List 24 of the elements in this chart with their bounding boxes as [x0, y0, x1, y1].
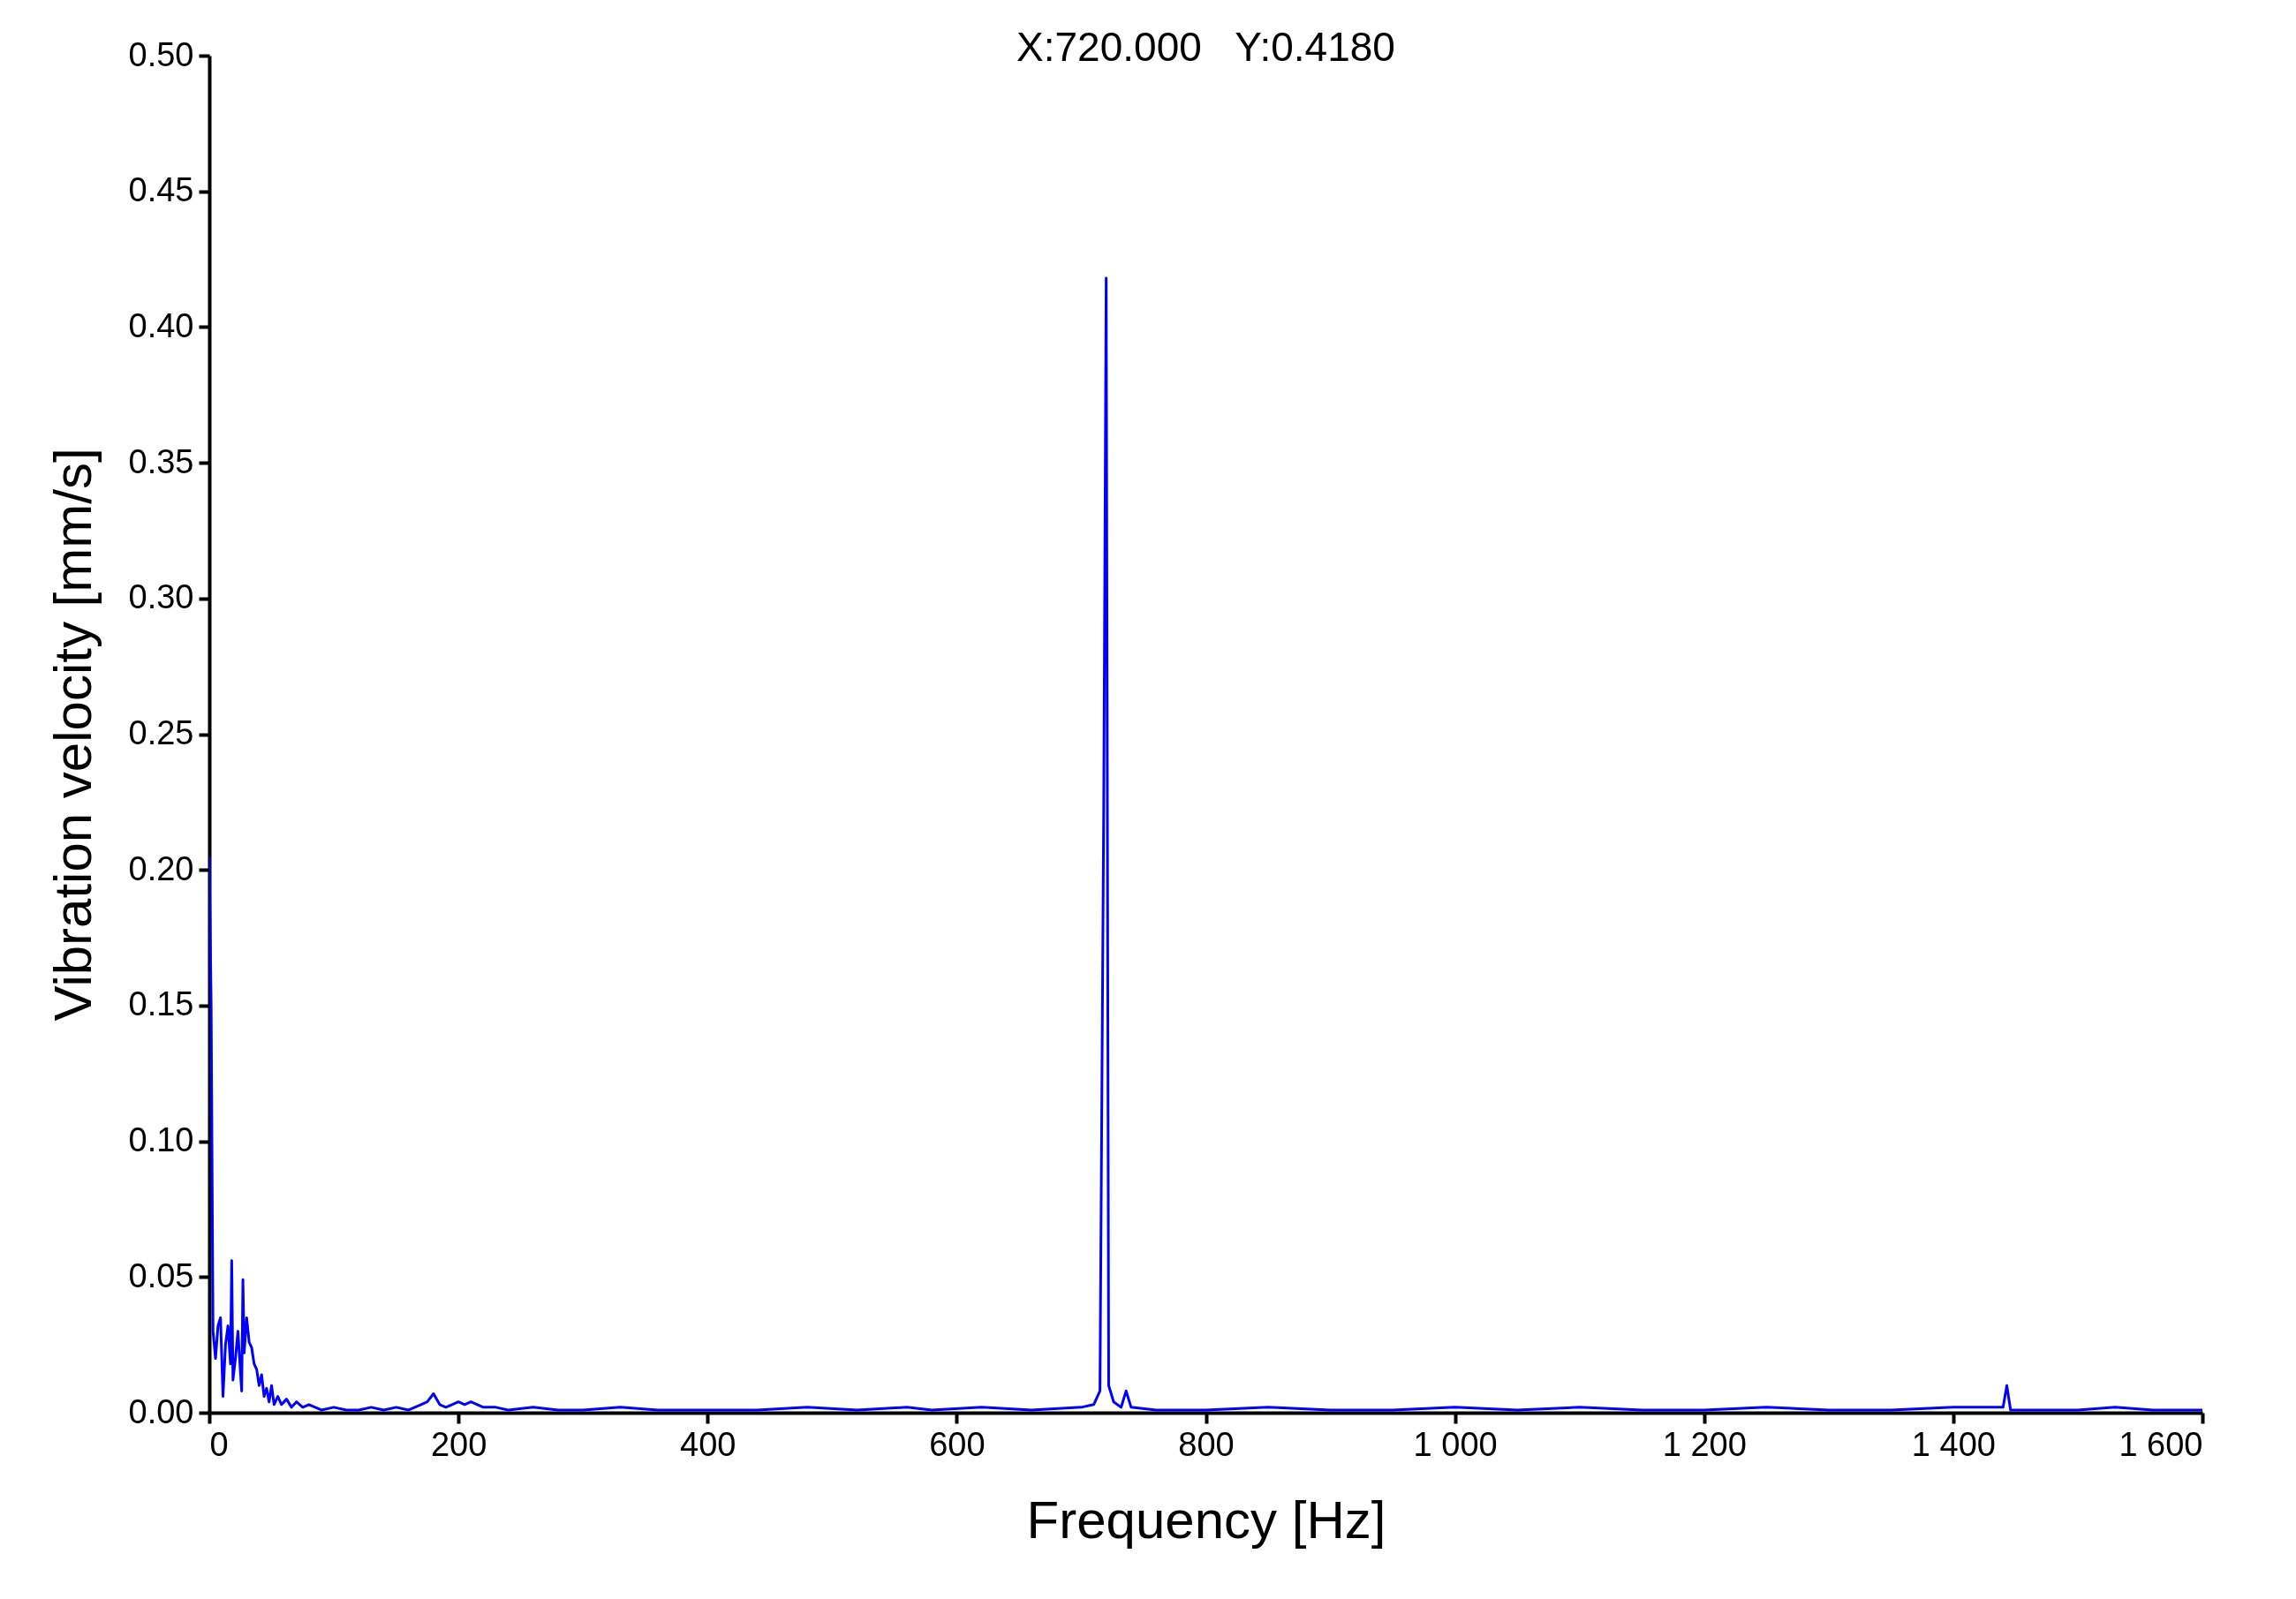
y-tick-label: 0.25	[128, 714, 194, 751]
x-axis-title: Frequency [Hz]	[1026, 1490, 1386, 1550]
x-tick-label: 1 000	[1413, 1425, 1498, 1463]
y-tick-label: 0.20	[128, 849, 194, 887]
y-tick-label: 0.05	[128, 1256, 194, 1294]
y-tick-label: 0.45	[128, 171, 194, 209]
x-tick-label: 1 200	[1662, 1425, 1747, 1463]
chart-title: X:720.000 Y:0.4180	[1016, 24, 1395, 70]
y-tick-label: 0.15	[128, 985, 194, 1023]
line-series	[209, 276, 2202, 1412]
y-tick-label: 0.10	[128, 1121, 194, 1159]
y-tick-label: 0.35	[128, 442, 194, 480]
y-tick-label: 0.30	[128, 578, 194, 616]
x-tick-label: 200	[430, 1425, 487, 1463]
x-tick-label: 800	[1178, 1425, 1235, 1463]
y-tick-label: 0.40	[128, 306, 194, 344]
x-tick-label: 1 400	[1911, 1425, 1996, 1463]
y-tick-label: 0.00	[128, 1392, 194, 1430]
x-tick-label: 1 600	[2119, 1425, 2203, 1463]
y-axis-title: Vibration velocity [mm/s]	[42, 448, 102, 1022]
x-tick-label: 600	[929, 1425, 986, 1463]
x-tick-label: 0	[209, 1425, 229, 1463]
x-tick-label: 400	[680, 1425, 736, 1463]
y-tick-label: 0.50	[128, 35, 194, 73]
